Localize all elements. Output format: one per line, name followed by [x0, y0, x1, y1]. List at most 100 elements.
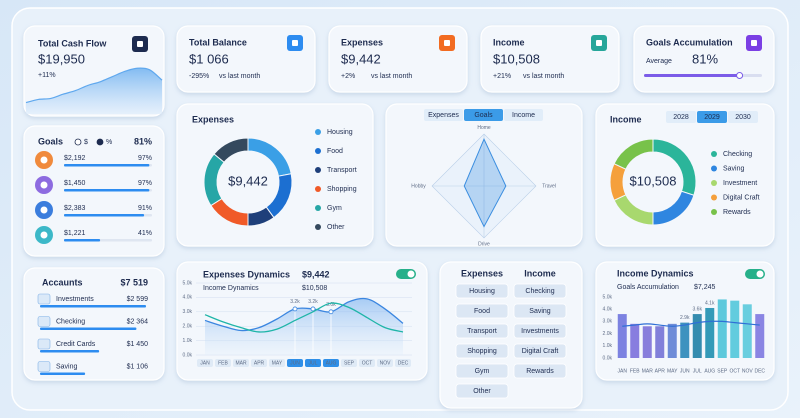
tab[interactable] [666, 111, 696, 123]
menu-button[interactable] [455, 343, 509, 359]
tab-label[interactable]: 2030 [735, 114, 751, 121]
menu-button-label[interactable]: Investments [521, 328, 559, 335]
radio-label: $ [84, 139, 88, 146]
x-tick-label[interactable]: MAR [235, 361, 247, 367]
line [622, 320, 760, 327]
month-pill[interactable] [269, 359, 285, 367]
menu-button-label[interactable]: Checking [525, 288, 554, 295]
x-tick-label: MAY [667, 368, 678, 374]
tab-label[interactable]: Expenses [428, 112, 459, 119]
tab-label[interactable]: 2028 [673, 114, 689, 121]
menu-button-label[interactable]: Saving [529, 308, 551, 315]
x-tick-label[interactable]: DEC [398, 361, 409, 367]
menu-button-label[interactable]: Other [473, 388, 491, 395]
progress-knob [736, 72, 744, 79]
radar-axis-label: Drive [478, 242, 490, 248]
progress-bar [644, 74, 740, 77]
x-tick-label[interactable]: MAY [272, 361, 283, 367]
legend-value: $9,442 [302, 269, 330, 279]
progress-bar [64, 164, 150, 167]
menu-button-label[interactable]: Food [474, 308, 490, 315]
x-tick-label[interactable]: AUG [326, 361, 337, 367]
month-pill[interactable] [287, 359, 303, 367]
menu-button[interactable] [455, 323, 509, 339]
month-pill[interactable] [377, 359, 393, 367]
legend-label: Saving [723, 165, 745, 172]
month-pill[interactable] [305, 359, 321, 367]
month-pill[interactable] [359, 359, 375, 367]
donut-segment [213, 137, 249, 163]
account-name: Checking [56, 318, 85, 325]
x-tick-label[interactable]: OCT [362, 361, 373, 367]
donut-segment [613, 138, 654, 170]
account-name: Credit Cards [56, 341, 96, 348]
month-pill[interactable] [323, 359, 339, 367]
menu-button[interactable] [513, 323, 567, 339]
menu-button-label[interactable]: Transport [467, 328, 497, 335]
menu-button[interactable] [455, 363, 509, 379]
menu-button-label[interactable]: Housing [469, 288, 495, 295]
menu-button-label[interactable]: Digital Craft [522, 348, 559, 355]
tab[interactable] [728, 111, 758, 123]
x-tick-label[interactable]: JAN [200, 361, 210, 367]
x-tick-label: JAN [618, 368, 628, 374]
x-tick-label[interactable]: JUL [309, 361, 318, 367]
radio[interactable] [74, 138, 82, 146]
x-tick-label[interactable]: NOV [380, 361, 392, 367]
card-title: Expenses [341, 37, 383, 47]
menu-button-label[interactable]: Shopping [467, 348, 497, 355]
legend-label: Goals Accumulation [617, 284, 679, 291]
tab-label[interactable]: Income [512, 112, 535, 119]
sparkline [25, 67, 163, 104]
menu-button[interactable] [455, 283, 509, 299]
progress-label: 81% [692, 51, 718, 66]
menu-button[interactable] [513, 343, 567, 359]
tab[interactable] [424, 109, 463, 121]
legend-label: Digital Craft [723, 194, 760, 201]
tab-label[interactable]: 2029 [704, 114, 720, 121]
tab[interactable] [464, 109, 503, 121]
account-bar [40, 305, 146, 308]
goal-percent: 97% [138, 180, 152, 187]
tab[interactable] [697, 111, 727, 123]
legend-dot [711, 180, 717, 186]
x-tick-label[interactable]: FEB [218, 361, 228, 367]
card-title: Expenses [192, 114, 234, 124]
x-tick-label[interactable]: APR [254, 361, 265, 367]
kpi-change: +21% [493, 73, 511, 80]
month-pill[interactable] [251, 359, 267, 367]
legend-value: $7,245 [694, 284, 716, 291]
menu-button[interactable] [455, 383, 509, 399]
menu-button-label[interactable]: Gym [475, 368, 490, 375]
menu-button-label[interactable]: Rewards [526, 368, 554, 375]
menu-button[interactable] [513, 303, 567, 319]
month-pill[interactable] [215, 359, 231, 367]
x-tick-label[interactable]: SEP [344, 361, 355, 367]
y-tick-label: 0.0k [183, 352, 193, 358]
data-label: 3.6k [693, 306, 703, 312]
icon-glyph [444, 40, 450, 46]
goal-amount: $1,221 [64, 230, 86, 237]
tab-label[interactable]: Goals [474, 112, 493, 119]
menu-button[interactable] [513, 363, 567, 379]
goal-amount: $2,192 [64, 155, 86, 162]
line [204, 297, 404, 332]
y-tick-label: 2.0k [603, 331, 613, 337]
legend-label: Transport [327, 167, 357, 174]
y-tick-label: 3.0k [183, 309, 193, 315]
legend-label: Housing [327, 129, 353, 136]
tab[interactable] [504, 109, 543, 121]
x-tick-label[interactable]: JUN [290, 361, 300, 367]
data-label: 3.0k [326, 302, 336, 308]
month-pill[interactable] [395, 359, 411, 367]
month-pill[interactable] [197, 359, 213, 367]
month-pill[interactable] [341, 359, 357, 367]
radio[interactable] [96, 138, 104, 146]
card [595, 261, 775, 381]
card-title: Goals Accumulation [646, 37, 733, 47]
menu-button[interactable] [513, 283, 567, 299]
menu-button[interactable] [455, 303, 509, 319]
month-pill[interactable] [233, 359, 249, 367]
x-tick-label: JUN [680, 368, 690, 374]
progress-bar [64, 189, 150, 192]
